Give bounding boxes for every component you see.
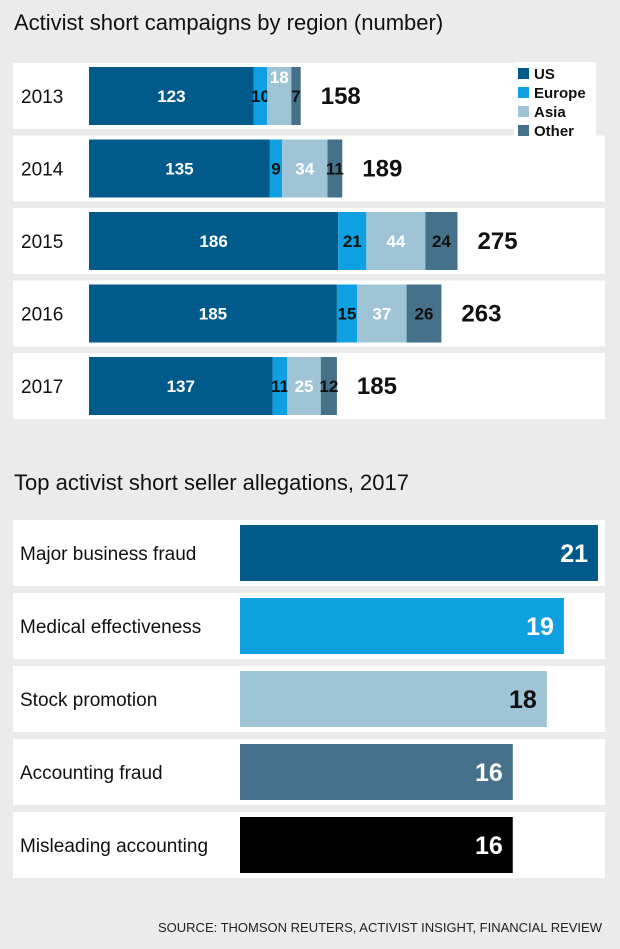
year-label: 2013 [21, 87, 63, 108]
category-label: Stock promotion [20, 690, 157, 711]
bar-value-label: 19 [526, 613, 554, 641]
bar [240, 598, 564, 654]
bar-value-label: 16 [475, 759, 503, 787]
segment-value-label: 44 [386, 232, 405, 251]
legend-swatch-europe [518, 87, 529, 98]
bar-segment-asia [287, 357, 321, 415]
category-label: Medical effectiveness [20, 617, 201, 638]
segment-value-label: 137 [167, 377, 195, 396]
segment-value-label: 7 [291, 87, 300, 106]
bar-segment-us [89, 357, 273, 415]
legend-swatch-us [518, 68, 529, 79]
bar-segment-us [89, 284, 337, 343]
segment-value-label: 24 [432, 232, 451, 251]
bar-segment-asia [357, 284, 407, 343]
legend-label-europe: Europe [534, 85, 586, 102]
total-value-label: 158 [321, 83, 361, 110]
bar-segment-us [89, 139, 270, 198]
bar-segment-other [425, 212, 458, 270]
chart-title-allegations: Top activist short seller allegations, 2… [14, 470, 409, 495]
bar-value-label: 16 [475, 832, 503, 860]
bar-segment-asia [267, 67, 292, 125]
year-label: 2017 [21, 377, 63, 398]
legend-swatch-other [518, 125, 529, 136]
category-label: Major business fraud [20, 544, 196, 565]
bar-segment-europe [272, 357, 288, 415]
segment-value-label: 25 [295, 377, 314, 396]
bar [240, 817, 513, 873]
year-label: 2015 [21, 232, 63, 253]
bar-segment-other [406, 284, 442, 343]
category-label: Misleading accounting [20, 836, 208, 857]
bar-segment-asia [366, 212, 426, 270]
chart-title-campaigns: Activist short campaigns by region (numb… [14, 10, 444, 35]
bar-segment-europe [269, 139, 282, 198]
bar [240, 525, 598, 581]
legend-swatch-asia [518, 106, 529, 117]
source-note: SOURCE: THOMSON REUTERS, ACTIVIST INSIGH… [158, 920, 602, 935]
total-value-label: 185 [357, 373, 397, 400]
segment-value-label: 186 [199, 232, 227, 251]
bar-segment-europe [253, 67, 268, 125]
segment-value-label: 123 [157, 87, 185, 106]
legend-label-other: Other [534, 123, 574, 140]
total-value-label: 263 [461, 301, 501, 328]
total-value-label: 275 [478, 228, 518, 255]
bar-segment-other [320, 357, 337, 415]
segment-value-label: 11 [271, 377, 289, 396]
bar-segment-europe [336, 284, 357, 343]
bar-value-label: 18 [509, 686, 537, 714]
segment-value-label: 18 [270, 68, 289, 87]
segment-value-label: 37 [372, 305, 391, 324]
legend-label-us: US [534, 66, 555, 83]
segment-value-label: 26 [415, 305, 434, 324]
year-label: 2014 [21, 160, 64, 181]
year-label: 2016 [21, 305, 63, 326]
bar-value-label: 21 [560, 540, 588, 568]
bar-segment-other [327, 139, 343, 198]
segment-value-label: 34 [295, 160, 314, 179]
bar [240, 671, 547, 727]
segment-value-label: 9 [271, 160, 280, 179]
segment-value-label: 21 [343, 232, 362, 251]
bar-segment-other [291, 67, 301, 125]
bar [240, 744, 513, 800]
total-value-label: 189 [362, 156, 402, 183]
bar-segment-asia [281, 139, 328, 198]
bar-segment-europe [338, 212, 367, 270]
segment-value-label: 11 [326, 160, 344, 179]
segment-value-label: 10 [251, 87, 270, 106]
segment-value-label: 12 [319, 377, 338, 396]
bar-segment-us [89, 67, 254, 125]
segment-value-label: 15 [337, 305, 356, 324]
legend-label-asia: Asia [534, 104, 566, 121]
segment-value-label: 185 [199, 305, 227, 324]
bar-segment-us [89, 212, 339, 270]
category-label: Accounting fraud [20, 763, 163, 784]
segment-value-label: 135 [165, 160, 193, 179]
